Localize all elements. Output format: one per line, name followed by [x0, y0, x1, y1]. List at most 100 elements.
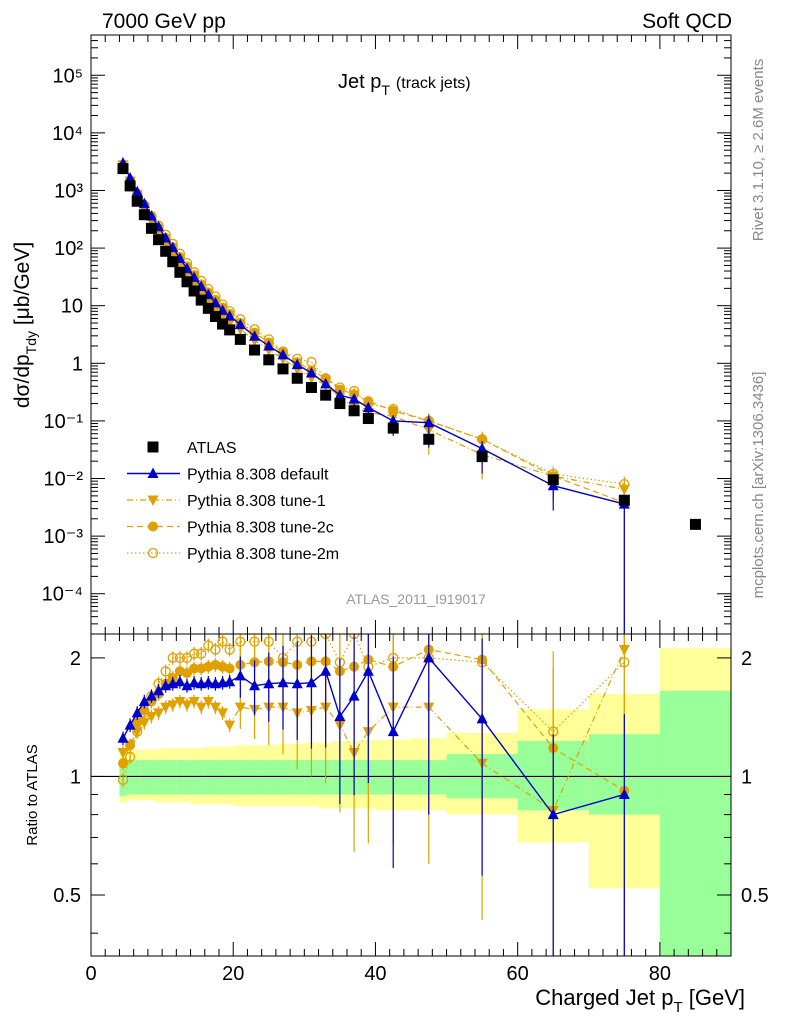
- ratio-point-default: [234, 669, 246, 681]
- ratio-point-tune2c: [189, 663, 200, 674]
- main-ylabel: dσ/dpTdy [μb/GeV]: [11, 242, 39, 408]
- point-default: [234, 318, 246, 330]
- ratio-y-ticks: 0.5 0.5 1 1 2 2: [53, 648, 769, 934]
- ratio-y-tick-label: 0.5: [53, 885, 81, 907]
- point-data: [131, 195, 143, 207]
- ratio-point-default: [277, 676, 289, 688]
- ratio-point-default: [291, 677, 303, 689]
- ratio-point-tune2m: [167, 652, 178, 664]
- point-data: [234, 333, 246, 345]
- rivet-label: Rivet 3.1.10, ≥ 2.6M events: [750, 59, 767, 242]
- mcplots-label: mcplots.cern.ch [arXiv:1306.3436]: [750, 372, 767, 599]
- band-inner: [247, 760, 262, 795]
- point-default: [291, 358, 303, 370]
- ratio-point-default: [145, 690, 157, 701]
- legend-marker: [147, 547, 159, 559]
- x-tick-label: 0: [85, 963, 96, 985]
- ratio-point-tune2c: [224, 663, 235, 674]
- ratio-point-tune2m: [174, 652, 186, 664]
- ratio-point-tune1: [117, 748, 129, 759]
- main-y-tick-label: 10⁻²: [44, 469, 84, 491]
- band-inner: [147, 760, 155, 795]
- ratio-point-default: [131, 706, 143, 718]
- point-data: [689, 518, 701, 530]
- ratio-point-tune1: [181, 700, 193, 711]
- ratio-series-default: [117, 634, 630, 956]
- point-data: [249, 344, 261, 356]
- ratio-point-tune1: [131, 727, 143, 738]
- point-data: [217, 318, 229, 330]
- ratio-point-tune1: [224, 720, 236, 732]
- ratio-point-default: [181, 679, 193, 691]
- point-default: [277, 348, 289, 360]
- ratio-point-default: [476, 712, 488, 724]
- main-y-ticks: 10⁻⁴ 10⁻³ 10⁻² 10⁻¹ 1 10 10² 10³ 10⁴ 10⁵: [42, 34, 731, 635]
- ratio-point-tune1: [195, 702, 207, 714]
- ratio-panel: 0.5 0.51 12 20 20 40 60 80: [53, 633, 769, 985]
- point-data: [153, 234, 165, 246]
- ratio-point-default: [174, 675, 186, 687]
- point-data: [124, 180, 136, 192]
- main-y-tick-label: 10⁴: [52, 123, 83, 145]
- series-data: [117, 163, 701, 530]
- legend-label: Pythia 8.308 tune-2c: [187, 520, 334, 537]
- ratio-frame: [90, 633, 732, 957]
- point-tune1: [618, 484, 630, 496]
- ratio-y-tick-label-right: 0.5: [741, 885, 769, 907]
- point-data: [181, 276, 193, 288]
- ratio-point-default: [334, 710, 346, 721]
- ratio-point-default: [263, 677, 275, 689]
- ratio-point-tune2m: [224, 644, 235, 655]
- point-data: [348, 405, 360, 417]
- plot-title-sub: T: [381, 82, 390, 98]
- legend-item-tune1: Pythia 8.308 tune-1: [127, 493, 326, 510]
- header-process: 7000 GeV pp: [102, 10, 226, 33]
- point-data: [145, 222, 157, 234]
- ratio-point-default: [362, 665, 374, 676]
- ratio-point-tune1: [138, 718, 150, 729]
- legend-item-tune2c: Pythia 8.308 tune-2c: [127, 520, 334, 537]
- point-default: [320, 377, 332, 389]
- band-inner: [126, 760, 134, 795]
- ratio-point-tune1: [160, 702, 172, 714]
- ratio-point-tune2m: [124, 751, 136, 763]
- point-data: [305, 382, 317, 394]
- plot-title-main: Jet p: [338, 71, 381, 93]
- legend-item-data: ATLAS: [147, 440, 237, 457]
- point-data: [167, 256, 179, 268]
- ratio-point-default: [202, 676, 214, 688]
- band-inner: [226, 760, 234, 795]
- ratio-point-tune1: [217, 708, 229, 719]
- main-y-tick-label: 10⁻¹: [44, 411, 84, 433]
- point-default: [124, 171, 136, 183]
- main-y-tick-label: 10⁵: [52, 65, 83, 87]
- point-data: [618, 494, 630, 506]
- legend-label: Pythia 8.308 default: [187, 467, 329, 484]
- band-inner: [219, 760, 227, 795]
- band-inner: [204, 760, 212, 795]
- ratio-point-tune1: [167, 700, 179, 711]
- legend-label: Pythia 8.308 tune-1: [187, 493, 326, 510]
- ratio-point-tune2m: [210, 644, 221, 655]
- ratio-y-tick-label: 1: [70, 766, 81, 788]
- band-inner: [304, 760, 319, 795]
- ratio-point-default: [188, 676, 200, 688]
- ratio-point-default: [320, 665, 332, 676]
- point-data: [188, 285, 200, 297]
- point-default: [224, 310, 236, 321]
- ratio-point-default: [249, 679, 261, 691]
- point-data: [362, 413, 374, 425]
- ratio-point-tune2m: [196, 648, 207, 659]
- ratio-point-default: [387, 725, 399, 737]
- ratio-point-default: [124, 719, 136, 730]
- point-default: [249, 330, 261, 341]
- ratio-point-tune1: [124, 740, 136, 752]
- band-inner: [162, 760, 170, 795]
- point-data: [387, 422, 399, 434]
- band-inner: [183, 760, 191, 795]
- ratio-point-default: [224, 675, 236, 687]
- header-category: Soft QCD: [642, 10, 732, 33]
- point-default: [476, 442, 488, 454]
- ratio-point-default: [305, 676, 317, 688]
